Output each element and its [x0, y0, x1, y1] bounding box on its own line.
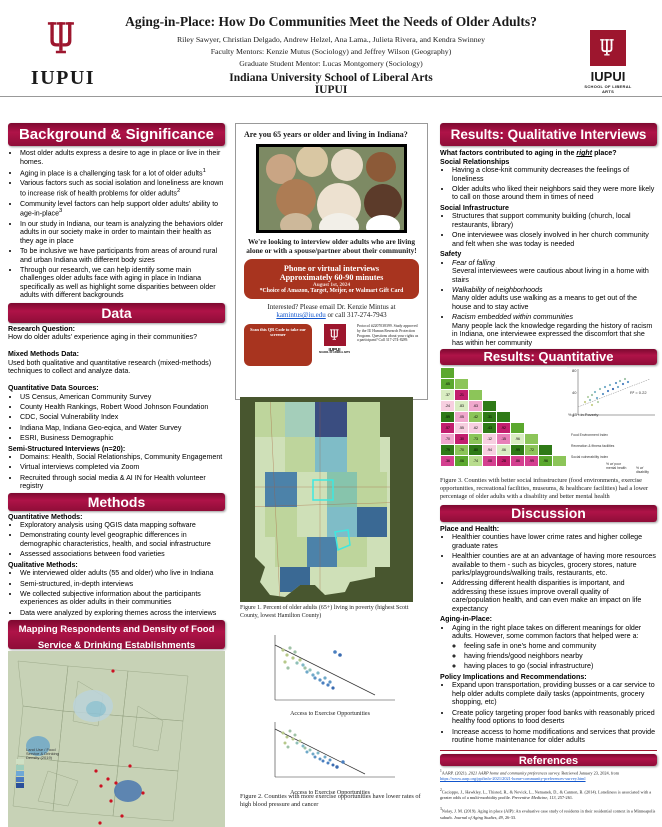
- svg-text:40: 40: [572, 390, 577, 395]
- svg-text:R² = 0.22: R² = 0.22: [630, 390, 647, 395]
- svg-text:Density (2019): Density (2019): [26, 755, 53, 760]
- svg-text:80: 80: [572, 368, 577, 373]
